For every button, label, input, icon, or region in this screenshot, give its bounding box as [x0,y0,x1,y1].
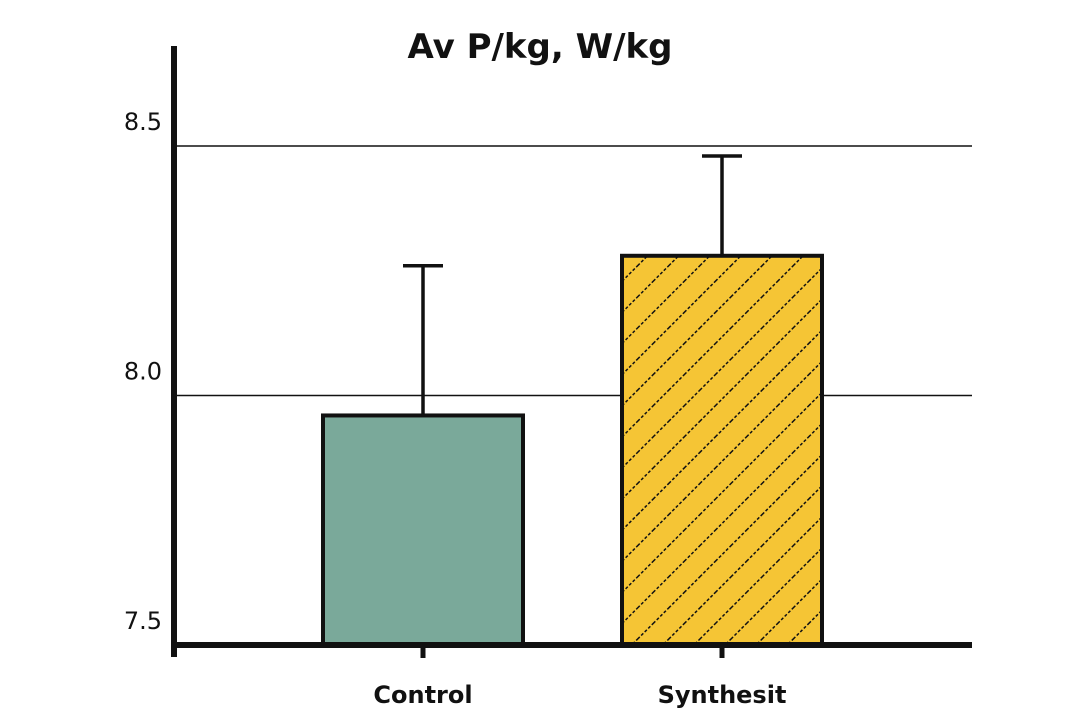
x-tick-label-control: Control [373,681,472,709]
tick-labels: 7.5 8.0 8.5 Control Synthesit [124,108,787,709]
bar-control [321,413,525,647]
chart-title: Av P/kg, W/kg [407,27,672,67]
error-bars [403,154,742,416]
y-tick-label: 7.5 [124,607,162,635]
gridlines [174,145,972,397]
axes [171,46,972,658]
x-tick-label-synthesit: Synthesit [658,681,787,709]
bars [321,253,824,647]
y-tick-label: 8.0 [124,358,162,386]
y-tick-label: 8.5 [124,108,162,136]
bar-synthesit [620,253,824,647]
